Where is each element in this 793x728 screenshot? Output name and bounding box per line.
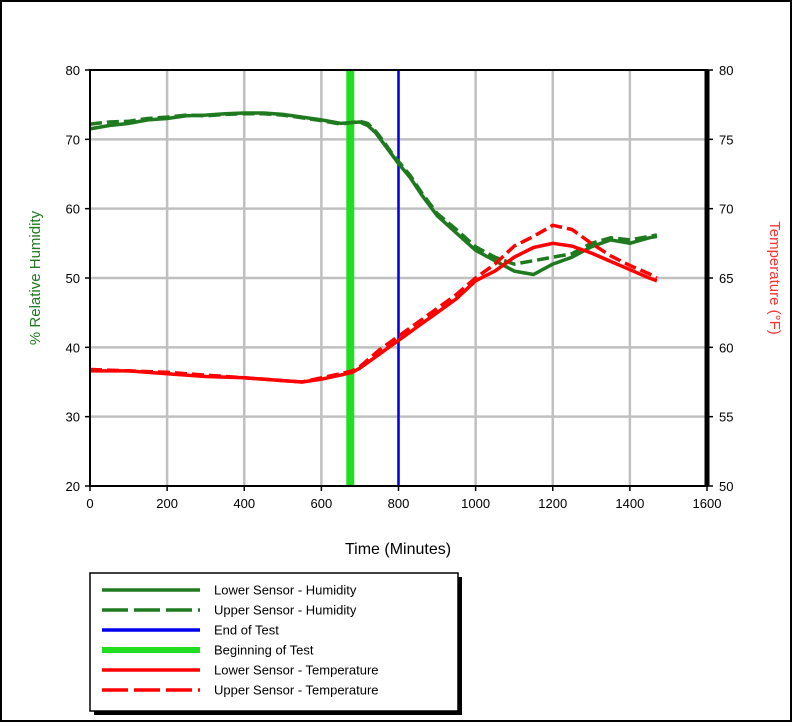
legend-label-5: Upper Sensor - Temperature bbox=[214, 683, 379, 698]
legend-label-1: Upper Sensor - Humidity bbox=[214, 603, 357, 618]
x-tick-label-800: 800 bbox=[388, 496, 410, 511]
right-y-tick-label-80: 80 bbox=[719, 63, 733, 78]
right-y-tick-label-50: 50 bbox=[719, 479, 733, 494]
series-line-upper-sensor-temperature bbox=[89, 223, 658, 384]
x-tick-label-600: 600 bbox=[311, 496, 333, 511]
right-y-axis-label: Temperature (°F) bbox=[766, 221, 783, 335]
legend-label-0: Lower Sensor - Humidity bbox=[214, 583, 357, 598]
x-tick-label-400: 400 bbox=[233, 496, 255, 511]
left-y-tick-label-70: 70 bbox=[66, 132, 80, 147]
x-tick-label-0: 0 bbox=[86, 496, 93, 511]
left-y-tick-label-80: 80 bbox=[66, 63, 80, 78]
right-y-tick-label-60: 60 bbox=[719, 340, 733, 355]
left-y-tick-label-60: 60 bbox=[66, 202, 80, 217]
left-y-tick-label-50: 50 bbox=[66, 271, 80, 286]
left-y-tick-labels: 20 30 40 50 60 70 80 bbox=[66, 63, 90, 494]
x-tick-labels: 0 200 400 600 800 1000 1200 1400 1600 bbox=[86, 486, 721, 511]
legend: Lower Sensor - Humidity Upper Sensor - Hu… bbox=[102, 583, 379, 698]
left-y-axis-label: % Relative Humidity bbox=[27, 210, 44, 345]
right-y-tick-label-70: 70 bbox=[719, 202, 733, 217]
x-tick-label-1200: 1200 bbox=[538, 496, 567, 511]
series-line-upper-sensor-humidity bbox=[89, 111, 658, 266]
left-y-tick-label-20: 20 bbox=[66, 479, 80, 494]
x-tick-label-1400: 1400 bbox=[615, 496, 644, 511]
left-y-tick-label-30: 30 bbox=[66, 410, 80, 425]
legend-shadow-right bbox=[458, 577, 462, 715]
series-line-lower-sensor-temperature bbox=[90, 241, 658, 384]
legend-label-4: Lower Sensor - Temperature bbox=[214, 663, 379, 678]
legend-label-2: End of Test bbox=[214, 623, 279, 638]
right-y-tick-labels: 50 55 60 65 70 75 80 bbox=[707, 63, 733, 494]
x-tick-label-1000: 1000 bbox=[461, 496, 490, 511]
event-lines bbox=[346, 70, 400, 486]
legend-shadow-bottom bbox=[94, 711, 462, 715]
left-y-tick-label-40: 40 bbox=[66, 340, 80, 355]
legend-label-3: Beginning of Test bbox=[214, 643, 314, 658]
right-y-tick-label-65: 65 bbox=[719, 271, 733, 286]
x-axis-label: Time (Minutes) bbox=[345, 541, 451, 558]
right-y-tick-label-55: 55 bbox=[719, 410, 733, 425]
legend-box bbox=[89, 572, 459, 712]
x-tick-label-200: 200 bbox=[156, 496, 178, 511]
series-lines bbox=[89, 111, 658, 384]
x-tick-label-1600: 1600 bbox=[693, 496, 722, 511]
right-y-tick-label-75: 75 bbox=[719, 132, 733, 147]
